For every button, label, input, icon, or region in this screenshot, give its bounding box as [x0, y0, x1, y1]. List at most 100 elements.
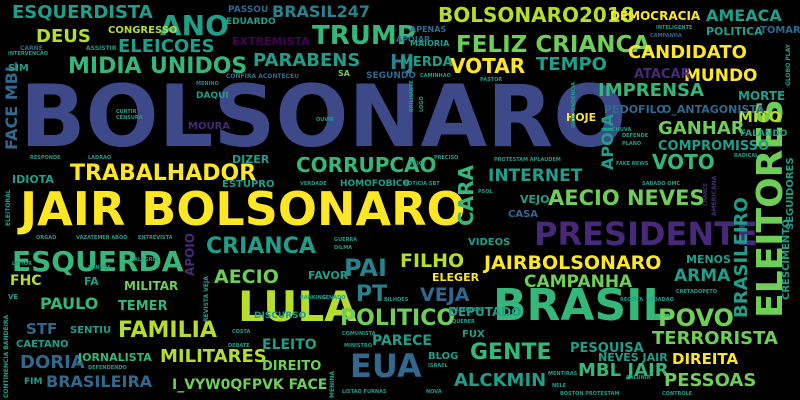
word-deputado: DEPUTADO — [448, 305, 522, 319]
word-apoiar: APOIAR — [396, 35, 431, 44]
word-esquerda: ESQUERDA — [12, 245, 184, 278]
tiny-word: DEFENDENDO — [88, 365, 127, 371]
word-pt: PT — [356, 282, 388, 307]
word-fim: FIM — [24, 377, 43, 387]
tiny-word: PROTESTAM APLAUDEM — [494, 157, 561, 163]
tiny-word: CURTIR — [116, 109, 137, 115]
word-face-mbl: FACE MBL — [2, 61, 21, 150]
word-congresso: CONGRESSO — [108, 25, 178, 36]
word-eleito: ELEITO — [262, 337, 317, 353]
tiny-word: OUVIR — [316, 117, 334, 123]
tiny-word: PSOL — [478, 189, 493, 195]
tiny-word: MENTIRAS — [548, 371, 578, 377]
word-familia: FAMILIA — [118, 318, 217, 343]
word-eleicoes: ELEICOES — [118, 36, 215, 57]
word-stf: STF — [26, 320, 58, 338]
word-doria: DORIA — [20, 352, 85, 373]
tiny-word: NOVA — [426, 389, 442, 395]
tiny-word: ASSISTIR — [86, 45, 117, 52]
tiny-word: INDEPENDENCIA — [571, 81, 577, 128]
tiny-word: CAMPANHA — [650, 33, 682, 39]
tiny-word: CONTINENCIA BANDEIRA — [3, 314, 10, 398]
word-seguidores: SEGUIDORES — [785, 157, 796, 230]
tiny-word: NOTICIA SBT — [404, 181, 440, 187]
word-internet: INTERNET — [488, 166, 583, 186]
word-parabens: PARABENS — [253, 50, 361, 71]
tiny-word: CARNE — [20, 45, 43, 52]
word-i-vyw0qfpvk-face: I_VYW0QFPVK FACE — [172, 377, 328, 393]
tiny-word: LADRAO — [88, 155, 112, 161]
word-passou: PASSOU — [228, 5, 269, 15]
word-casa: CASA — [508, 209, 539, 220]
word-idiota: IDIOTA — [12, 173, 54, 186]
tiny-word: GLOBO PLAY — [785, 43, 792, 86]
word-feliz-crianca: FELIZ CRIANCA — [456, 32, 651, 58]
word-fhc: FHC — [10, 273, 42, 289]
word-extremista: EXTREMISTA — [232, 35, 310, 48]
word-maioria: MAIORIA — [410, 39, 450, 48]
word-homofobico: HOMOFOBICO — [340, 179, 411, 189]
word-jair-bolsonaro: JAIR BOLSONARO — [20, 182, 466, 236]
tiny-word: VE — [8, 293, 19, 301]
word-pessoas: PESSOAS — [664, 370, 757, 391]
word-estupro: ESTUPRO — [222, 179, 275, 190]
tiny-word: SENADO — [322, 295, 346, 301]
word-o-antagonista: O_ANTAGONISTA — [662, 103, 765, 116]
tiny-word: VERDADE — [300, 181, 327, 187]
tiny-word: RANKING — [300, 295, 326, 301]
tiny-word: MENINO — [196, 81, 219, 87]
tiny-word: GUERRA — [334, 237, 358, 243]
word-ano: ANO — [160, 9, 229, 42]
word-militar: MILITAR — [124, 279, 179, 293]
tiny-word: PRECISO — [434, 155, 459, 161]
word-corrupcao: CORRUPCAO — [296, 153, 437, 177]
word-crescimento: CRESCIMENTO — [781, 219, 792, 300]
tiny-word: SA — [338, 69, 350, 78]
tiny-word: CHANCE — [703, 183, 709, 206]
tiny-word: DEBATE — [228, 343, 250, 349]
word-bolsonaro: BOLSONARO — [20, 67, 627, 167]
word-direita: DIREITA — [672, 350, 739, 368]
tiny-word: VAZATEMER ABOO — [76, 235, 128, 241]
word-brasil: BRASIL — [493, 280, 671, 331]
word-filho: FILHO — [400, 250, 465, 272]
word-hj: HJ — [390, 50, 415, 74]
tiny-word: FEIO — [410, 161, 423, 167]
word-falando: FALANDO — [740, 129, 788, 139]
tiny-word: CONFIRA ACONTECEU — [226, 73, 299, 80]
word-alckmin: ALCKMIN — [454, 370, 547, 391]
word-trump: TRUMP — [312, 21, 416, 51]
word-trabalhador: TRABALHADOR — [70, 161, 257, 186]
tiny-word: LOGO — [419, 96, 425, 112]
word-sim: SIM — [8, 63, 29, 74]
word-favor: FAVOR — [308, 269, 349, 282]
tiny-word: CAMINHAO — [420, 73, 451, 79]
tiny-word: LEITOR — [12, 261, 32, 267]
word-veja: VEJA — [420, 284, 470, 306]
word-vejo: VEJO — [520, 193, 550, 206]
word-eua: EUA — [350, 347, 422, 385]
tiny-word: FACEBOOK — [452, 307, 482, 313]
word-pedofilo: PEDOFILO — [604, 103, 666, 116]
word-direito: DIREITO — [262, 359, 322, 374]
word-politica: POLITICA — [706, 25, 763, 38]
tiny-word: MENINA — [329, 371, 336, 398]
tiny-word: COMUNISTA — [342, 331, 376, 337]
word-caetano: CAETANO — [16, 339, 69, 350]
word-votar: VOTAR — [450, 54, 526, 78]
word-eleger: ELEGER — [432, 271, 480, 284]
tiny-word: PASTOR — [480, 77, 503, 83]
word-politico: POLITICO — [340, 306, 456, 331]
word-mito: MITO — [738, 108, 782, 126]
word-tempo: TEMPO — [536, 54, 607, 75]
word-crianca: CRIANCA — [206, 234, 316, 259]
word-apoia: APOIA — [598, 113, 617, 170]
tiny-word: CONTROLE — [662, 391, 693, 397]
tiny-word: INTERVENCAO — [8, 51, 48, 57]
tiny-word: ISRAEL — [428, 363, 448, 369]
tiny-word: REVISTA VEJA — [203, 276, 210, 322]
tiny-word: LISTAO FURNAS — [342, 389, 387, 395]
word-hoje: HOJE — [566, 111, 597, 124]
word-arma: ARMA — [674, 266, 731, 286]
